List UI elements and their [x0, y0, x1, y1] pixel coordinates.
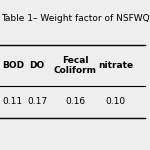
- Text: Fecal
Coliform: Fecal Coliform: [54, 56, 96, 75]
- Text: 0.10: 0.10: [105, 98, 126, 106]
- Text: 0.16: 0.16: [65, 98, 85, 106]
- Text: 0.11: 0.11: [3, 98, 23, 106]
- Text: Table 1– Weight factor of NSFWQI: Table 1– Weight factor of NSFWQI: [1, 14, 150, 23]
- Text: DO: DO: [30, 61, 45, 70]
- Text: 0.17: 0.17: [27, 98, 47, 106]
- Text: nitrate: nitrate: [98, 61, 133, 70]
- Text: BOD: BOD: [2, 61, 24, 70]
